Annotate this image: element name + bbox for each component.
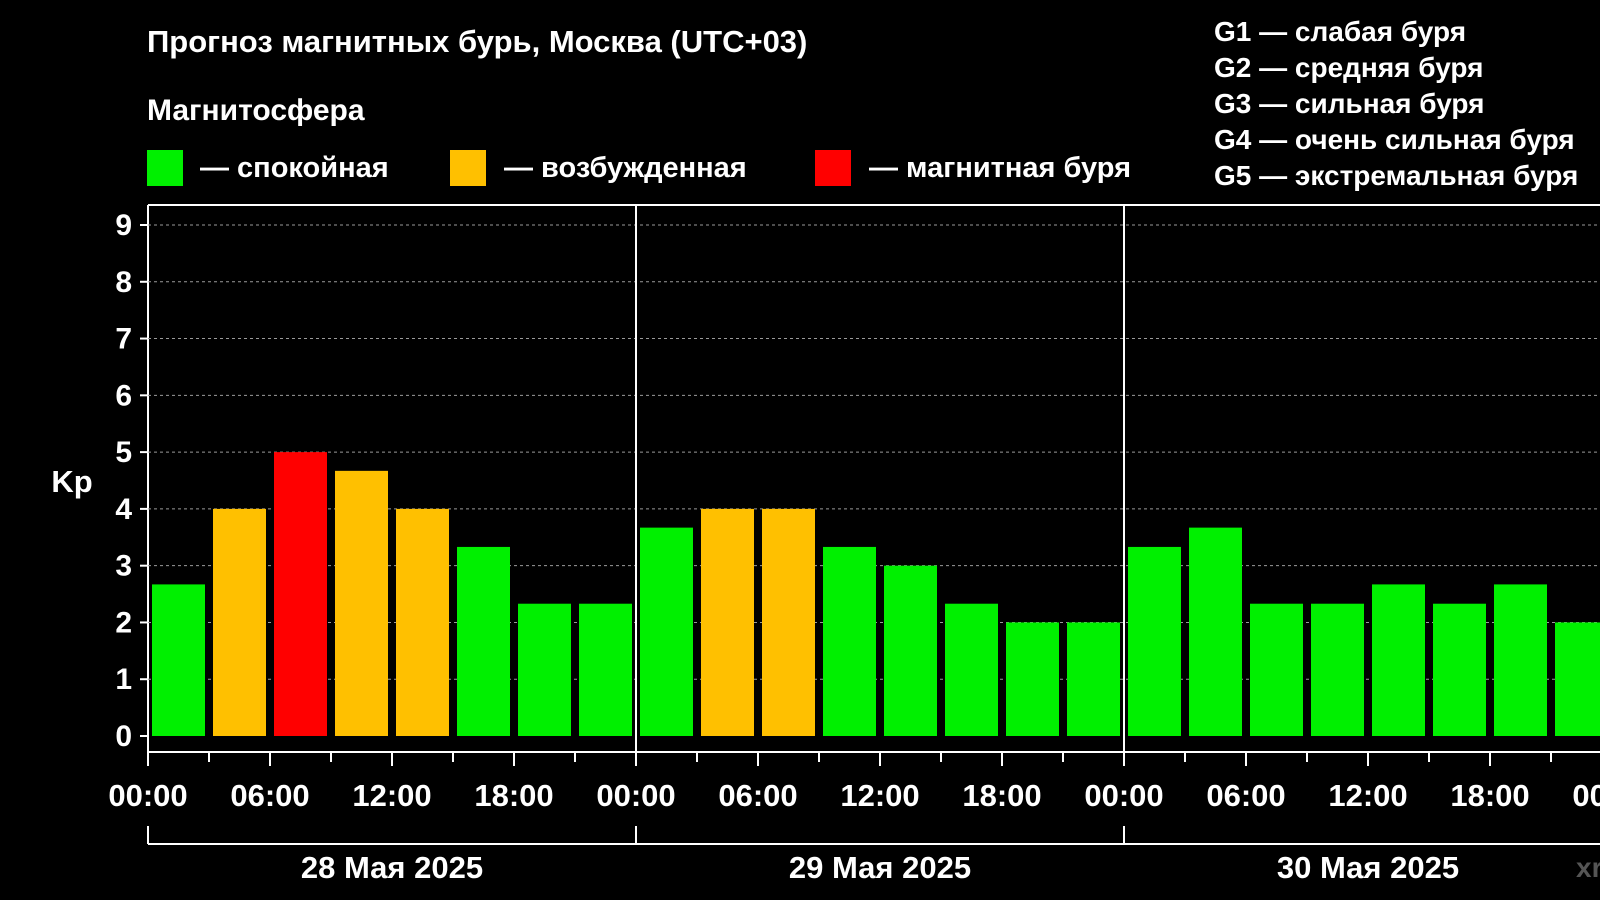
x-tick-label: 12:00 (840, 778, 919, 813)
x-tick-label: 00:00 (596, 778, 675, 813)
y-tick-label: 4 (115, 493, 132, 526)
kp-bar (1128, 546, 1181, 736)
legend-swatch-excited (450, 150, 486, 186)
chart-title: Прогноз магнитных бурь, Москва (UTC+03) (147, 24, 808, 59)
storm-level-g2: G2 — средняя буря (1214, 52, 1484, 83)
kp-bar (1494, 584, 1547, 736)
kp-bar (823, 546, 876, 736)
legend-label-storm: — магнитная буря (869, 152, 1132, 184)
day-label: 28 Мая 2025 (301, 850, 483, 885)
storm-level-g3: G3 — сильная буря (1214, 88, 1485, 119)
kp-bar (274, 452, 327, 736)
kp-bar (945, 603, 998, 736)
kp-bar (1006, 622, 1059, 736)
legend-label-calm: — спокойная (200, 152, 389, 184)
kp-bar (213, 508, 266, 736)
y-tick-label: 0 (115, 720, 132, 753)
x-tick-label: 06:00 (230, 778, 309, 813)
x-tick-label: 00:00 (108, 778, 187, 813)
x-tick-label: 18:00 (962, 778, 1041, 813)
kp-bar (1372, 584, 1425, 736)
kp-bar (152, 584, 205, 736)
x-tick-label: 12:00 (352, 778, 431, 813)
kp-bar (762, 508, 815, 736)
kp-bar (884, 565, 937, 736)
storm-level-g5: G5 — экстремальная буря (1214, 160, 1579, 191)
kp-bar (1433, 603, 1486, 736)
legend-swatch-storm (815, 150, 851, 186)
x-tick-label: 18:00 (474, 778, 553, 813)
kp-bar (1555, 622, 1600, 736)
kp-bar (701, 508, 754, 736)
y-axis-label: Kp (51, 464, 92, 499)
kp-bar (1311, 603, 1364, 736)
x-tick-label: 12:00 (1328, 778, 1407, 813)
kp-bar (518, 603, 571, 736)
y-tick-label: 5 (115, 436, 132, 469)
kp-bar (640, 527, 693, 736)
x-tick-label: 00:00 (1572, 778, 1600, 813)
x-tick-label: 18:00 (1450, 778, 1529, 813)
kp-bar (1189, 527, 1242, 736)
day-label: 29 Мая 2025 (789, 850, 971, 885)
y-tick-label: 6 (115, 379, 132, 412)
storm-level-g4: G4 — очень сильная буря (1214, 124, 1575, 155)
y-tick-label: 8 (115, 266, 132, 299)
storm-level-g1: G1 — слабая буря (1214, 16, 1467, 47)
legend-swatch-calm (147, 150, 183, 186)
day-label: 30 Мая 2025 (1277, 850, 1459, 885)
kp-bar (457, 546, 510, 736)
kp-bar (335, 470, 388, 736)
x-tick-label: 06:00 (718, 778, 797, 813)
x-tick-label: 06:00 (1206, 778, 1285, 813)
kp-bar (1250, 603, 1303, 736)
legend-subtitle: Магнитосфера (147, 94, 365, 127)
kp-bar (1067, 622, 1120, 736)
kp-bar (579, 603, 632, 736)
y-tick-label: 3 (115, 550, 132, 583)
y-tick-label: 7 (115, 323, 132, 356)
watermark: xr (1576, 852, 1600, 883)
y-tick-label: 9 (115, 209, 132, 242)
y-tick-label: 1 (115, 663, 132, 696)
x-tick-label: 00:00 (1084, 778, 1163, 813)
y-tick-label: 2 (115, 606, 132, 639)
legend-label-excited: — возбужденная (504, 152, 747, 184)
kp-bar (396, 508, 449, 736)
